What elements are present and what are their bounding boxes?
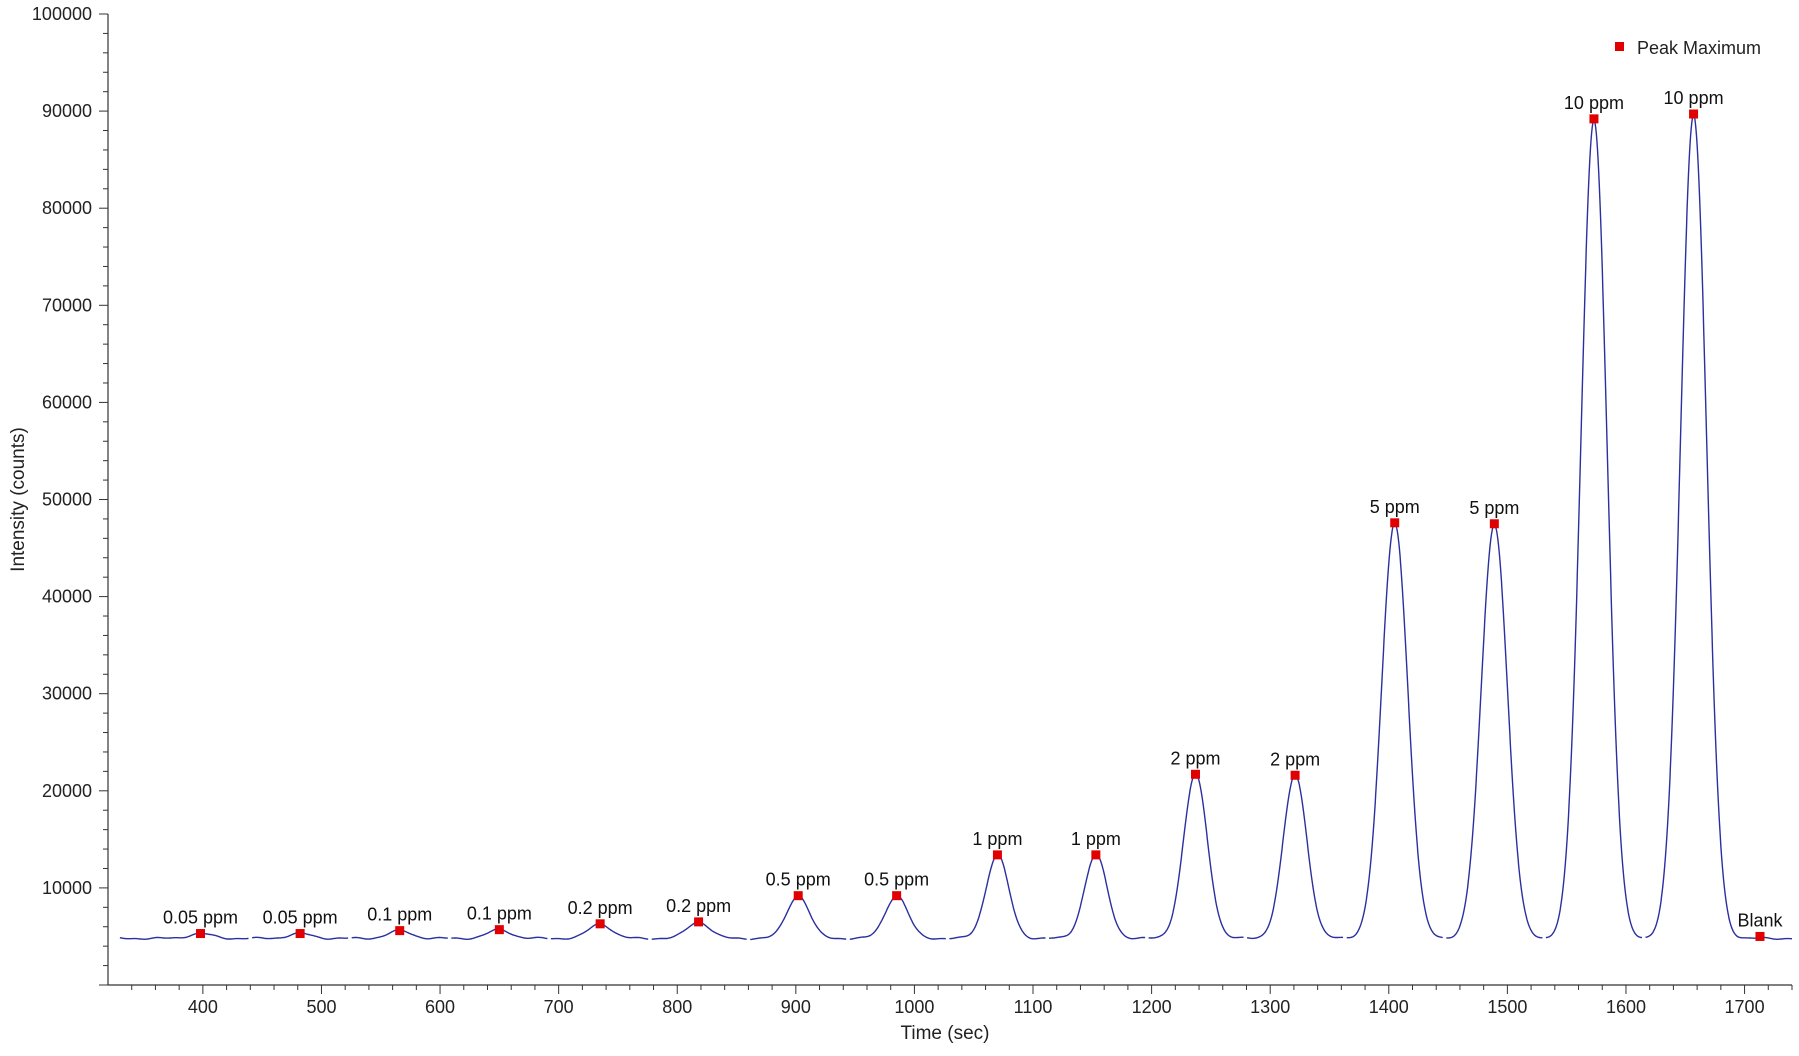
x-tick-label: 700 — [544, 997, 574, 1017]
y-axis: 10000 20000 30000 40000 50000 60000 70000 80000… — [32, 4, 108, 986]
x-tick-label: 1500 — [1487, 997, 1527, 1017]
peak-label: 0.05 ppm — [263, 908, 338, 928]
peak-marker — [892, 891, 902, 901]
peak-label: 1 ppm — [972, 829, 1022, 849]
x-tick-label: 800 — [662, 997, 692, 1017]
peak-label: 10 ppm — [1564, 93, 1624, 113]
peak-label: 2 ppm — [1170, 748, 1220, 768]
peak-marker — [1689, 109, 1699, 119]
intensity-trace — [119, 113, 1792, 941]
legend-swatch-peak-maximum — [1615, 42, 1624, 51]
x-axis: 400 500 600 700 800 900 1000 1100 1200 1300 1400 15… — [131, 985, 1793, 1017]
peak-marker — [1290, 770, 1300, 780]
peak-marker — [1489, 519, 1499, 529]
y-tick-label: 30000 — [42, 684, 92, 704]
peak-marker — [1091, 850, 1101, 860]
peak-label: Blank — [1737, 910, 1783, 930]
legend-label-peak-maximum: Peak Maximum — [1637, 38, 1761, 58]
peak-marker — [295, 929, 305, 939]
y-axis-label: Intensity (counts) — [8, 427, 29, 572]
peak-marker — [793, 891, 803, 901]
y-tick-label: 10000 — [42, 878, 92, 898]
peak-label: 2 ppm — [1270, 749, 1320, 769]
peak-label: 0.2 ppm — [666, 896, 731, 916]
peak-markers — [196, 109, 1765, 941]
x-tick-label: 400 — [188, 997, 218, 1017]
peak-marker — [595, 919, 605, 929]
y-tick-label: 20000 — [42, 781, 92, 801]
peak-label: 5 ppm — [1370, 497, 1420, 517]
x-tick-label: 1600 — [1606, 997, 1646, 1017]
x-tick-label: 1400 — [1369, 997, 1409, 1017]
y-tick-label: 50000 — [42, 490, 92, 510]
peak-marker — [1589, 114, 1599, 124]
y-tick-label: 40000 — [42, 587, 92, 607]
peak-label: 1 ppm — [1071, 829, 1121, 849]
x-tick-label: 1300 — [1250, 997, 1290, 1017]
y-tick-label: 90000 — [42, 101, 92, 121]
peak-marker — [196, 929, 206, 939]
y-tick-label: 100000 — [32, 4, 92, 24]
peak-marker — [992, 850, 1002, 860]
x-tick-label: 500 — [306, 997, 336, 1017]
x-axis-label: Time (sec) — [900, 1023, 989, 1044]
peak-label: 0.5 ppm — [864, 870, 929, 890]
intensity-series — [119, 113, 1792, 941]
x-tick-label: 1700 — [1725, 997, 1765, 1017]
peak-marker — [694, 917, 704, 927]
y-tick-label: 80000 — [42, 198, 92, 218]
x-tick-label: 1200 — [1132, 997, 1172, 1017]
plot-frame — [107, 14, 1792, 986]
peak-label: 10 ppm — [1664, 88, 1724, 108]
peak-label: 5 ppm — [1469, 498, 1519, 518]
x-tick-label: 600 — [425, 997, 455, 1017]
legend: Peak Maximum — [1615, 38, 1761, 58]
peak-label: 0.1 ppm — [367, 905, 432, 925]
x-tick-label: 1000 — [894, 997, 934, 1017]
peak-label: 0.05 ppm — [163, 908, 238, 928]
x-tick-label: 1100 — [1014, 997, 1053, 1017]
y-tick-label: 70000 — [42, 295, 92, 315]
peak-label: 0.2 ppm — [568, 898, 633, 918]
peak-marker — [395, 926, 405, 936]
y-tick-label: 60000 — [42, 392, 92, 412]
peak-label: 0.1 ppm — [467, 904, 532, 924]
peak-label: 0.5 ppm — [766, 870, 831, 890]
peak-marker — [1190, 769, 1200, 779]
x-tick-label: 900 — [781, 997, 811, 1017]
peak-marker — [1390, 518, 1400, 528]
peak-marker — [1755, 931, 1765, 941]
peak-marker — [494, 925, 504, 935]
peak-labels: 0.05 ppm 0.05 ppm 0.1 ppm 0.1 ppm 0.2 ppm 0.2… — [163, 88, 1784, 930]
